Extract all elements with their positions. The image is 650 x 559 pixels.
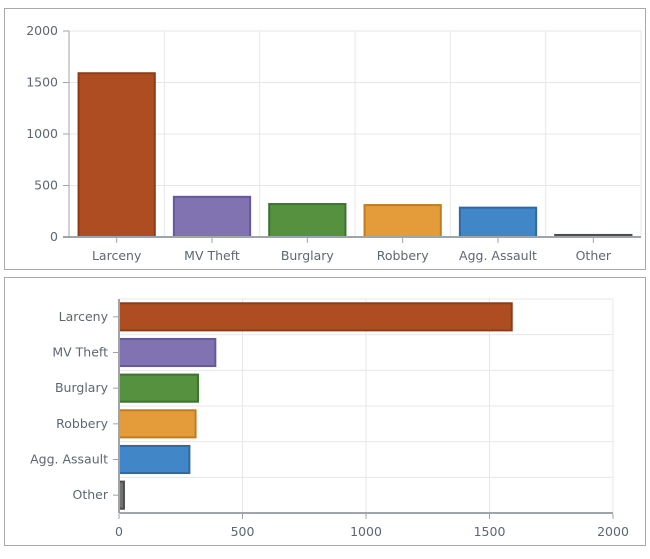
charts-page: 0 500 1000 1500 2000 Larceny MV Theft Burglary R…	[0, 8, 650, 559]
category-label: Robbery	[56, 416, 108, 431]
horizontal-bar-chart-panel: Larceny MV Theft Burglary Robbery Agg. Assau…	[4, 277, 646, 546]
bar-mv-theft[interactable]	[118, 337, 217, 368]
y-axis-tick-label: 1000	[26, 126, 58, 141]
x-axis-tick-label: 1500	[474, 524, 506, 539]
x-axis-tick-label: 2000	[597, 524, 629, 539]
category-label: Burglary	[55, 380, 109, 395]
vertical-bar-chart: 0 500 1000 1500 2000 Larceny MV Theft Burglary R…	[26, 23, 642, 263]
category-label: Larceny	[59, 309, 109, 324]
category-label: Larceny	[92, 248, 142, 263]
bar-agg-assault[interactable]	[118, 444, 191, 475]
bar-robbery[interactable]	[363, 204, 442, 239]
bar-agg-assault[interactable]	[458, 206, 538, 239]
category-label: Other	[73, 487, 109, 502]
category-label: Agg. Assault	[30, 452, 108, 467]
y-axis-tick-label: 500	[34, 178, 58, 193]
x-axis-tick-label: 0	[115, 524, 123, 539]
bar-larceny[interactable]	[118, 302, 513, 332]
category-label: Robbery	[377, 248, 429, 263]
vertical-bar-chart-panel: 0 500 1000 1500 2000 Larceny MV Theft Burglary R…	[4, 8, 646, 270]
category-label: Agg. Assault	[459, 248, 537, 263]
bar-larceny[interactable]	[77, 72, 156, 239]
category-label: MV Theft	[52, 345, 108, 360]
y-axis-tick-label: 2000	[26, 23, 58, 38]
x-axis-tick-label: 500	[231, 524, 255, 539]
horizontal-bar-chart: Larceny MV Theft Burglary Robbery Agg. Assau…	[30, 298, 629, 539]
category-label: Other	[576, 248, 612, 263]
category-label: MV Theft	[184, 248, 240, 263]
bar-robbery[interactable]	[118, 409, 197, 439]
bar-burglary[interactable]	[118, 373, 200, 403]
x-axis-tick-label: 1000	[350, 524, 382, 539]
bar-mv-theft[interactable]	[172, 195, 252, 238]
y-axis-tick-label: 0	[50, 229, 58, 244]
bar-burglary[interactable]	[268, 203, 347, 238]
category-label: Burglary	[281, 248, 335, 263]
y-axis-tick-label: 1500	[26, 75, 58, 90]
